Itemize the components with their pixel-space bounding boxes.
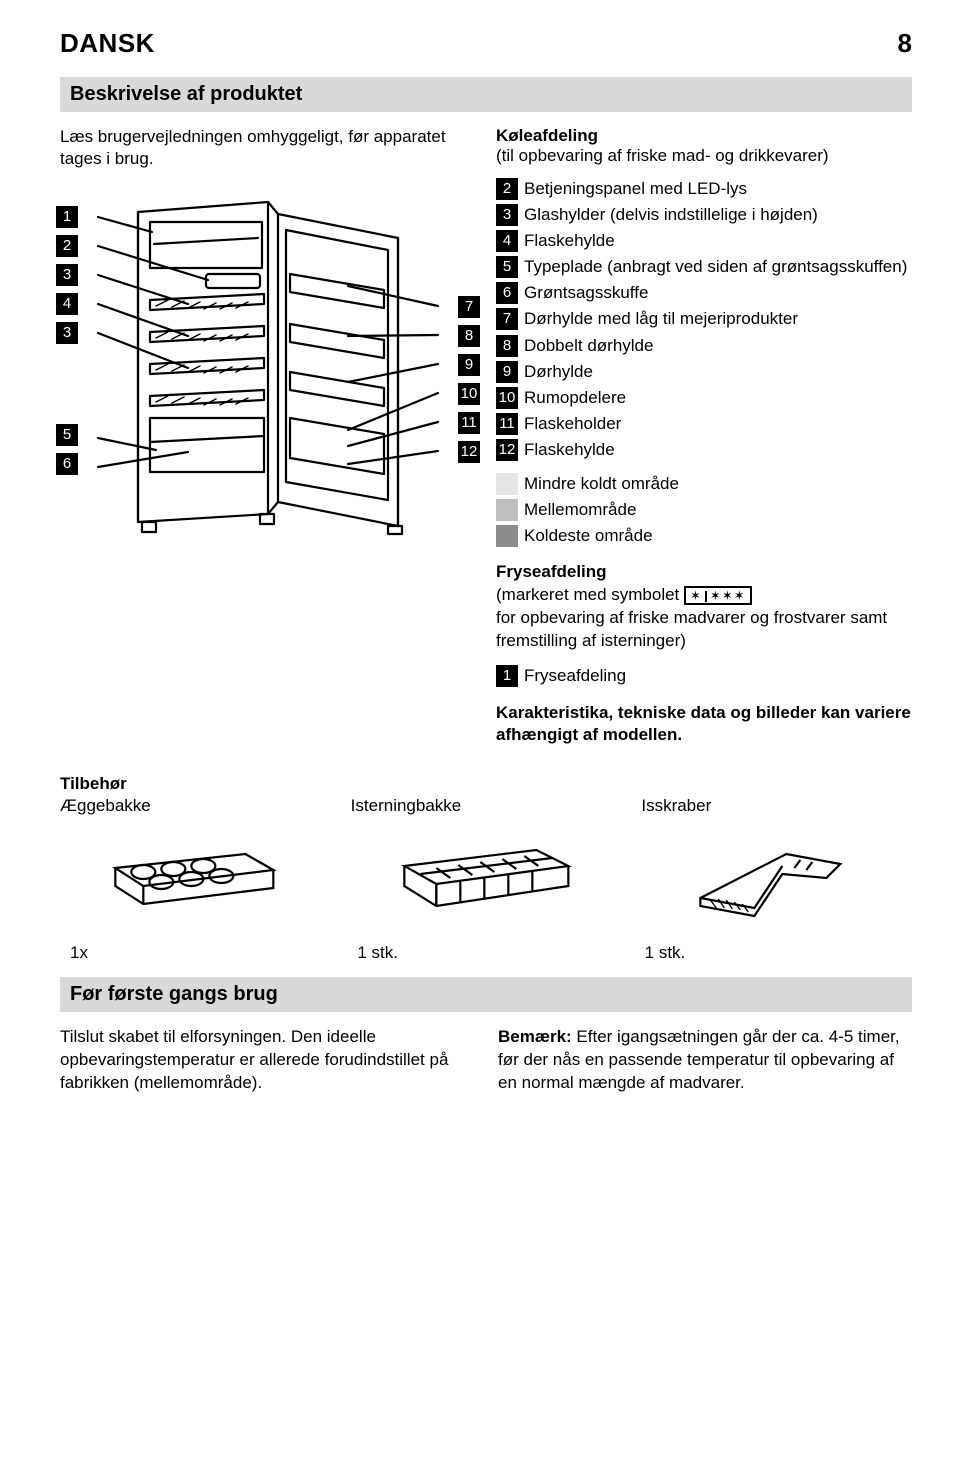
characteristics-note: Karakteristika, tekniske data og billede… [496, 702, 912, 746]
zone-swatch-icon [496, 499, 518, 521]
part-row: 5 Typeplade (anbragt ved siden af grøntsa… [496, 256, 912, 278]
part-number-box: 9 [496, 361, 518, 383]
part-label: Dobbelt dørhylde [524, 335, 912, 357]
callout-number: 4 [56, 293, 78, 315]
accessory-ice-scraper: Isskraber [641, 796, 912, 939]
zone-label: Mellemområde [524, 500, 636, 520]
part-number-box: 4 [496, 230, 518, 252]
callout-number: 3 [56, 322, 78, 344]
part-label: Flaskehylde [524, 230, 912, 252]
part-number-box: 2 [496, 178, 518, 200]
part-row: 10 Rumopdelere [496, 387, 912, 409]
part-label: Glashylder (delvis indstillelige i højde… [524, 204, 912, 226]
cooling-head: Køleafdeling [496, 126, 598, 145]
section-title-before-first-use: Før første gangs brug [60, 977, 912, 1012]
ice-tray-icon [351, 824, 622, 934]
freezer-part-row: 1 Fryseafdeling [496, 665, 912, 688]
callout-number: 6 [56, 453, 78, 475]
part-row: 12 Flaskehylde [496, 439, 912, 461]
before-use-left-text: Tilslut skabet til elforsyningen. Den id… [60, 1026, 474, 1095]
product-description-columns: Læs brugervejledningen omhyggeligt, før … [60, 126, 912, 746]
callout-number: 3 [56, 264, 78, 286]
part-label: Rumopdelere [524, 387, 912, 409]
accessory-quantities: 1x 1 stk. 1 stk. [60, 943, 912, 963]
part-number-box: 5 [496, 256, 518, 278]
intro-text: Læs brugervejledningen omhyggeligt, før … [60, 126, 476, 170]
callout-number: 7 [458, 296, 480, 318]
fridge-diagram: 1234356 [60, 182, 476, 542]
accessory-name: Isterningbakke [351, 796, 622, 816]
part-number-box: 6 [496, 282, 518, 304]
freezer-description: (markeret med symbolet ✶✶✶✶ for opbevari… [496, 584, 912, 653]
part-label: Typeplade (anbragt ved siden af grøntsag… [524, 256, 912, 278]
callout-number: 11 [458, 412, 480, 434]
part-number-box: 3 [496, 204, 518, 226]
zone-row: Koldeste område [496, 525, 912, 547]
part-row: 11 Flaskeholder [496, 413, 912, 435]
part-label: Grøntsagsskuffe [524, 282, 912, 304]
zone-swatch-icon [496, 473, 518, 495]
cooling-section-head: Køleafdeling [496, 126, 912, 146]
part-row: 4 Flaskehylde [496, 230, 912, 252]
zone-row: Mindre koldt område [496, 473, 912, 495]
accessory-egg-tray: Æggebakke [60, 796, 331, 939]
callout-number: 9 [458, 354, 480, 376]
part-row: 6 Grøntsagsskuffe [496, 282, 912, 304]
accessory-qty: 1 stk. [645, 943, 912, 963]
callout-number: 10 [458, 383, 480, 405]
part-label: Flaskeholder [524, 413, 912, 435]
zone-label: Koldeste område [524, 526, 653, 546]
part-number-box: 12 [496, 439, 518, 461]
part-row: 3 Glashylder (delvis indstillelige i højd… [496, 204, 912, 226]
page-number: 8 [898, 28, 912, 59]
accessories-section: Tilbehør Æggebakke Isterningbakke [60, 774, 912, 963]
part-row: 8 Dobbelt dørhylde [496, 335, 912, 357]
section-title-product-description: Beskrivelse af produktet [60, 77, 912, 112]
zone-row: Mellemområde [496, 499, 912, 521]
callout-number: 5 [56, 424, 78, 446]
accessory-qty: 1 stk. [357, 943, 624, 963]
accessory-ice-tray: Isterningbakke [351, 796, 622, 939]
callout-number: 1 [56, 206, 78, 228]
ice-scraper-icon [641, 824, 912, 934]
accessory-qty: 1x [60, 943, 337, 963]
part-row: 2 Betjeningspanel med LED-lys [496, 178, 912, 200]
before-first-use-columns: Tilslut skabet til elforsyningen. Den id… [60, 1026, 912, 1095]
egg-tray-icon [60, 824, 331, 934]
freezer-head: Fryseafdeling [496, 561, 912, 584]
freezer-part-label: Fryseafdeling [524, 665, 626, 688]
callout-number: 12 [458, 441, 480, 463]
part-label: Dørhylde med låg til mejeriprodukter [524, 308, 912, 330]
accessories-head: Tilbehør [60, 774, 912, 794]
part-number-box: 1 [496, 665, 518, 687]
temperature-zones: Mindre koldt område Mellemområde Koldeste … [496, 473, 912, 547]
callout-number: 8 [458, 325, 480, 347]
part-number-box: 8 [496, 335, 518, 357]
cooling-subtitle: (til opbevaring af friske mad- og drikke… [496, 146, 912, 166]
part-row: 9 Dørhylde [496, 361, 912, 383]
part-number-box: 11 [496, 413, 518, 435]
before-use-right-text: Bemærk: Efter igangsætningen går der ca.… [498, 1026, 912, 1095]
accessory-name: Isskraber [641, 796, 912, 816]
freezer-symbol-icon: ✶✶✶✶ [684, 586, 752, 605]
callout-number: 2 [56, 235, 78, 257]
part-label: Betjeningspanel med LED-lys [524, 178, 912, 200]
note-label: Bemærk: [498, 1027, 572, 1046]
parts-list: 2 Betjeningspanel med LED-lys 3 Glashylder … [496, 178, 912, 461]
part-row: 7 Dørhylde med låg til mejeriprodukter [496, 308, 912, 330]
language-label: DANSK [60, 28, 155, 59]
part-number-box: 7 [496, 308, 518, 330]
page-header: DANSK 8 [60, 28, 912, 59]
fridge-illustration [60, 182, 476, 542]
part-label: Dørhylde [524, 361, 912, 383]
zone-swatch-icon [496, 525, 518, 547]
accessory-name: Æggebakke [60, 796, 331, 816]
part-label: Flaskehylde [524, 439, 912, 461]
part-number-box: 10 [496, 387, 518, 409]
freezer-section: Fryseafdeling (markeret med symbolet ✶✶✶… [496, 561, 912, 688]
zone-label: Mindre koldt område [524, 474, 679, 494]
